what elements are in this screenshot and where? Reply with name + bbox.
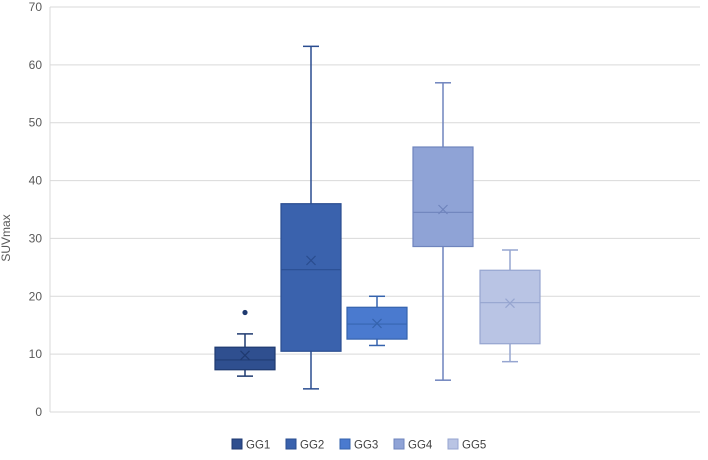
- y-tick-label: 20: [29, 289, 43, 303]
- iqr-box: [214, 346, 276, 371]
- legend-item-gg2: GG2: [285, 438, 324, 452]
- legend-swatch: [393, 438, 405, 450]
- y-axis-label: SUVmax: [0, 214, 13, 261]
- mean-marker: [306, 255, 316, 266]
- legend-swatch: [285, 438, 297, 450]
- box-gg2: [280, 45, 342, 390]
- box-gg1: [214, 309, 276, 377]
- box-gg4: [412, 82, 474, 381]
- iqr-box: [412, 146, 474, 248]
- mean-marker: [438, 204, 448, 215]
- iqr-box: [280, 203, 342, 352]
- y-tick-label: 70: [29, 0, 43, 14]
- legend-label: GG3: [354, 440, 378, 452]
- box-gg3: [346, 295, 408, 347]
- legend-label: GG2: [300, 440, 324, 452]
- gridlines: [49, 6, 700, 413]
- legend-swatch: [339, 438, 351, 450]
- iqr-box: [479, 269, 541, 345]
- mean-marker-stroke: [438, 204, 448, 215]
- mean-marker-stroke: [306, 255, 316, 266]
- y-axis-ticks: 0 10 20 30 40 50 60 70: [29, 0, 43, 419]
- legend-item-gg4: GG4: [393, 438, 433, 452]
- box-series: [214, 45, 541, 390]
- legend-item-gg3: GG3: [339, 438, 378, 452]
- legend-item-gg1: GG1: [231, 438, 270, 452]
- mean-marker-stroke: [505, 298, 515, 309]
- legend: GG1 GG2 GG3 GG4 GG5: [231, 438, 486, 452]
- mean-marker: [505, 298, 515, 309]
- mean-marker-stroke: [240, 350, 250, 361]
- outlier-point: [242, 309, 248, 316]
- legend-swatch: [231, 438, 243, 450]
- legend-label: GG1: [246, 440, 270, 452]
- box-gg5: [479, 249, 541, 363]
- y-tick-label: 60: [29, 58, 43, 72]
- mean-marker: [240, 350, 250, 361]
- legend-swatch: [447, 438, 459, 450]
- legend-item-gg5: GG5: [447, 438, 486, 452]
- y-tick-label: 50: [29, 116, 43, 130]
- y-tick-label: 10: [29, 347, 43, 361]
- mean-marker-stroke: [372, 318, 382, 329]
- y-tick-label: 0: [35, 405, 42, 419]
- legend-label: GG4: [408, 440, 433, 452]
- legend-label: GG5: [462, 440, 486, 452]
- y-tick-label: 30: [29, 231, 43, 245]
- y-tick-label: 40: [29, 174, 43, 188]
- mean-marker: [372, 318, 382, 329]
